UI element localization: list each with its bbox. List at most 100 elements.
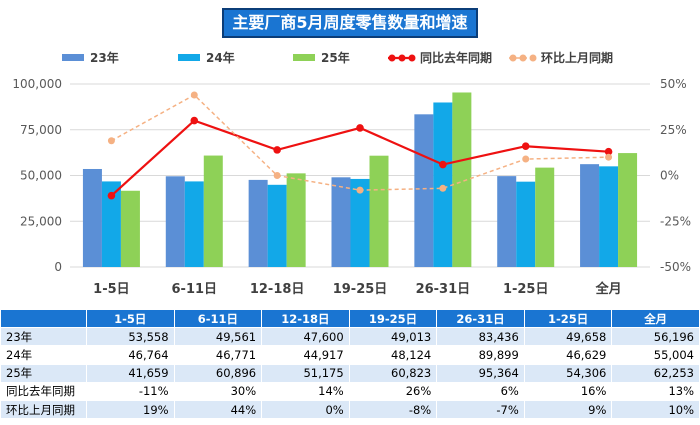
table-row-label: 25年 <box>0 363 87 383</box>
y-left-tick-label: 100,000 <box>12 77 62 91</box>
y-right-tick-label: 0% <box>660 169 679 183</box>
point-环比上月同期 <box>522 155 530 163</box>
table-header-cell: 1-25日 <box>523 308 613 329</box>
table-row-label: 24年 <box>0 345 87 365</box>
bar-23年 <box>82 168 102 267</box>
table-cell: 14% <box>261 381 350 401</box>
bar-25年 <box>618 153 638 267</box>
bar-23年 <box>248 179 268 267</box>
bar-23年 <box>331 177 351 267</box>
table-cell: -11% <box>86 381 175 401</box>
legend-label: 环比上月同期 <box>541 50 613 65</box>
data-table: 1-5日 6-11日 12-18日 19-25日 26-31日 1-25日 全月… <box>0 308 700 420</box>
bar-25年 <box>535 167 555 267</box>
bar-24年 <box>350 178 370 267</box>
bar-23年 <box>414 114 434 267</box>
table-cell: 54,306 <box>523 363 613 383</box>
point-环比上月同期 <box>439 184 447 192</box>
bar-24年 <box>599 166 619 267</box>
y-right-tick-label: -25% <box>660 214 691 228</box>
table-cell: 60,896 <box>173 363 263 383</box>
bar-25年 <box>369 155 389 267</box>
bar-25年 <box>452 92 472 267</box>
table-cell: 9% <box>523 399 613 420</box>
table-row: 25年 41,659 60,896 51,175 60,823 95,364 54,306 6… <box>0 363 700 383</box>
x-tick-label: 26-31日 <box>416 282 471 297</box>
y-left-tick-label: 50,000 <box>20 169 62 183</box>
table-header-cell: 1-5日 <box>86 308 175 329</box>
table-cell: 62,253 <box>611 363 700 383</box>
table-cell: 49,561 <box>173 327 263 347</box>
legend-label: 25年 <box>321 50 350 65</box>
table-cell: -8% <box>348 399 438 420</box>
bar-23年 <box>580 164 600 267</box>
legend-swatch <box>293 54 315 61</box>
bar-25年 <box>203 155 223 267</box>
point-环比上月同期 <box>605 153 613 161</box>
table-cell: 46,629 <box>523 345 613 365</box>
table-row: 24年 46,764 46,771 44,917 48,124 89,899 46,629 5… <box>0 345 700 365</box>
bar-25年 <box>120 190 140 267</box>
legend-label: 24年 <box>206 50 235 65</box>
table-cell: 89,899 <box>436 345 525 365</box>
point-环比上月同期 <box>107 137 115 145</box>
legend-label: 同比去年同期 <box>420 50 492 65</box>
table-row: 同比去年同期 -11% 30% 14% 26% 6% 16% 13% <box>0 381 700 401</box>
table-row: 环比上月同期 19% 44% 0% -8% -7% 9% 10% <box>0 399 700 420</box>
y-right-tick-label: 25% <box>660 123 687 137</box>
bar-24年 <box>101 181 121 267</box>
chart-title: 主要厂商5月周度零售数量和增速 <box>222 8 478 38</box>
table-row-label: 环比上月同期 <box>0 399 87 420</box>
legend-swatch <box>178 54 200 61</box>
y-left-tick-label: 75,000 <box>20 123 62 137</box>
table-header-cell: 6-11日 <box>173 308 263 329</box>
table-header-cell: 19-25日 <box>348 308 438 329</box>
table-cell: 19% <box>86 399 175 420</box>
bar-24年 <box>267 184 287 267</box>
table-cell: 30% <box>173 381 263 401</box>
y-left-tick-label: 25,000 <box>20 214 62 228</box>
legend-marker <box>509 54 517 62</box>
table-cell: 51,175 <box>261 363 350 383</box>
table-cell: 48,124 <box>348 345 438 365</box>
table-cell: 60,823 <box>348 363 438 383</box>
point-同比去年同期 <box>107 191 116 200</box>
x-tick-label: 12-18日 <box>250 282 305 297</box>
bar-24年 <box>184 181 204 267</box>
point-同比去年同期 <box>356 124 364 132</box>
table-header-cell: 全月 <box>611 308 700 329</box>
bar-24年 <box>433 102 453 267</box>
table-cell: 47,600 <box>261 327 350 347</box>
x-tick-label: 19-25日 <box>333 282 388 297</box>
table-header-cell: 12-18日 <box>261 308 350 329</box>
table-cell: 16% <box>523 381 613 401</box>
point-同比去年同期 <box>521 142 530 151</box>
y-right-tick-label: 50% <box>660 77 687 91</box>
point-同比去年同期 <box>273 146 281 154</box>
bar-25年 <box>286 173 306 267</box>
table-cell: 0% <box>261 399 350 420</box>
table-cell: 6% <box>436 381 525 401</box>
table-row-label: 23年 <box>0 327 87 347</box>
legend-label: 23年 <box>90 50 119 65</box>
legend-marker <box>529 54 537 62</box>
table-cell: 41,659 <box>86 363 175 383</box>
x-tick-label: 1-25日 <box>503 282 549 297</box>
point-同比去年同期 <box>604 147 613 156</box>
legend-marker <box>408 54 416 62</box>
chart: 0 25,000 50,000 75,000 100,000 -50% -25% 0% 25% 5… <box>12 50 691 297</box>
table-cell: 83,436 <box>436 327 525 347</box>
point-同比去年同期 <box>190 116 199 125</box>
table-cell: 49,013 <box>348 327 438 347</box>
table-cell: 26% <box>348 381 438 401</box>
table-header-cell <box>0 308 87 329</box>
table-cell: 55,004 <box>611 345 700 365</box>
table-cell: 10% <box>611 399 700 420</box>
table-cell: 46,771 <box>173 345 263 365</box>
point-环比上月同期 <box>273 172 281 179</box>
legend-marker <box>388 54 396 62</box>
bar-23年 <box>497 176 517 267</box>
table-cell: -7% <box>436 399 525 420</box>
table-cell: 44% <box>173 399 263 420</box>
table-cell: 44,917 <box>261 345 350 365</box>
